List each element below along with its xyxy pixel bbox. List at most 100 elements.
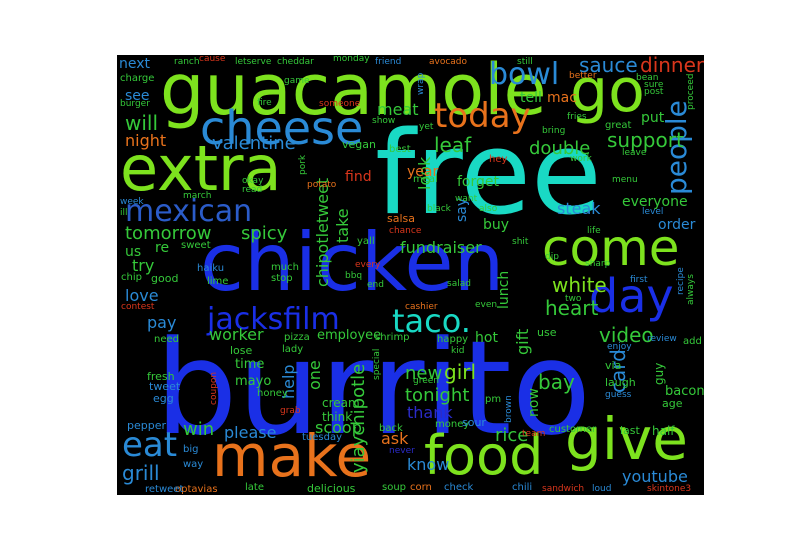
word-optavias: optavias xyxy=(175,484,218,495)
word-guess: guess xyxy=(605,390,632,400)
word-dip: dip xyxy=(545,252,559,262)
word-year: year xyxy=(407,164,439,180)
word-chip: chip xyxy=(121,272,142,283)
word-forget: forget xyxy=(457,174,499,190)
word-white: white xyxy=(552,273,607,297)
word-week: week xyxy=(120,197,144,207)
word-work: work xyxy=(570,154,592,164)
word-also: also xyxy=(479,204,498,214)
word-find: find xyxy=(345,169,372,185)
word-stop: stop xyxy=(271,273,293,284)
word-bean: bean xyxy=(636,73,659,83)
word-review: review xyxy=(647,334,677,344)
word-cause: cause xyxy=(199,55,226,64)
word-two: two xyxy=(565,294,582,304)
word-heart: heart xyxy=(545,296,599,320)
word-lose: lose xyxy=(230,344,253,357)
word-half: half xyxy=(652,424,675,438)
word-know: know xyxy=(407,455,450,474)
word-please: please xyxy=(224,423,277,442)
word-add: add xyxy=(683,336,702,347)
word-bowl: bowl xyxy=(489,57,560,92)
word-lime: lime xyxy=(207,276,229,287)
word-pepper: pepper xyxy=(127,419,167,432)
word-fundraiser: fundraiser xyxy=(400,238,482,257)
word-fire: fire xyxy=(257,98,272,108)
word-day: day xyxy=(589,269,674,323)
word-jacksfilm: jacksfilm xyxy=(207,302,340,337)
word-chipotletweet: chipotletweet xyxy=(313,177,332,287)
word-use: use xyxy=(537,326,557,339)
word-laugh: laugh xyxy=(605,376,636,389)
word-avocado: avocado xyxy=(429,57,468,67)
word-meal: meal xyxy=(413,174,438,185)
word-black: black xyxy=(427,204,451,214)
word-bacon: bacon xyxy=(665,384,704,399)
word-guy: guy xyxy=(652,362,666,385)
word-cheddar: cheddar xyxy=(277,57,314,67)
word-still: still xyxy=(517,57,533,67)
word-scoop: scoop xyxy=(315,418,362,437)
word-retweet: retweet xyxy=(145,484,184,495)
word-sour: sour xyxy=(462,416,486,429)
word-order: order xyxy=(658,217,696,233)
word-post: post xyxy=(644,87,664,97)
word-bring: bring xyxy=(542,126,566,136)
word-game: game xyxy=(284,76,310,86)
word-money: money xyxy=(435,419,470,430)
word-worker: worker xyxy=(209,325,264,344)
word-buy: buy xyxy=(483,217,510,233)
word-skintone3: skintone3 xyxy=(647,484,692,494)
word-charge: charge xyxy=(120,73,155,84)
word-us: us xyxy=(125,244,142,260)
word-green: green xyxy=(413,376,439,386)
word-first: first xyxy=(630,275,648,285)
word-cream: cream xyxy=(322,396,360,410)
word-cheese: cheese xyxy=(200,101,364,155)
word-burrito: burrito xyxy=(155,312,592,464)
word-re: re xyxy=(155,240,170,256)
word-leaf: leaf xyxy=(434,133,472,157)
word-ranch: ranch xyxy=(174,57,200,67)
word-tweet: tweet xyxy=(149,380,181,393)
word-grill: grill xyxy=(122,461,160,485)
word-sandwich: sandwich xyxy=(542,484,585,494)
word-customer: customer xyxy=(549,424,597,435)
word-want: want xyxy=(455,194,478,204)
word-honey: honey xyxy=(257,388,288,399)
word-fries: fries xyxy=(567,112,587,122)
word-free: free xyxy=(375,107,602,241)
word-haiku: haiku xyxy=(197,263,225,274)
word-better: better xyxy=(569,71,597,81)
word-contest: contest xyxy=(121,302,155,312)
word-grab: grab xyxy=(280,406,301,416)
word-fresh: fresh xyxy=(147,370,175,383)
word-need: need xyxy=(154,334,179,345)
word-new: new xyxy=(405,363,443,384)
word-leave: leave xyxy=(622,148,647,158)
word-monday: monday xyxy=(333,55,370,64)
word-pay: pay xyxy=(147,313,177,332)
word-spicy: spicy xyxy=(241,223,288,244)
word-give: give xyxy=(565,405,688,473)
word-yall: yall xyxy=(357,236,375,247)
word-think: think xyxy=(322,410,353,424)
word-girl: girl xyxy=(444,360,477,384)
word-tell: tell xyxy=(520,90,542,106)
word-mexican: mexican xyxy=(125,194,253,229)
word-sure: sure xyxy=(644,80,664,90)
word-loud: loud xyxy=(592,484,612,494)
word-salad: salad xyxy=(447,279,471,289)
word-every: every xyxy=(355,260,381,270)
word-lunch: lunch xyxy=(496,270,512,309)
word-sharp: sharp xyxy=(585,259,611,269)
word-one: one xyxy=(305,360,324,390)
word-enjoy: enjoy xyxy=(607,342,632,352)
word-egg: egg xyxy=(153,392,174,405)
word-life: life xyxy=(587,226,601,236)
word-try: try xyxy=(132,256,155,275)
word-food: food xyxy=(424,424,544,487)
word-okay: okay xyxy=(242,176,264,186)
word-read: read xyxy=(242,185,263,195)
word-yiaychipotle: yiaychipotle xyxy=(348,363,369,473)
